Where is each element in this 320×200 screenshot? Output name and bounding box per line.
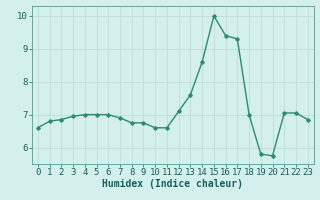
X-axis label: Humidex (Indice chaleur): Humidex (Indice chaleur) xyxy=(102,179,243,189)
